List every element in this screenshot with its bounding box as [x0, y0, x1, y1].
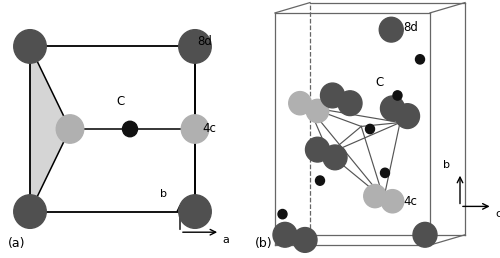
Circle shape: [320, 83, 344, 108]
Text: (a): (a): [8, 237, 25, 250]
Circle shape: [338, 91, 362, 116]
Circle shape: [122, 121, 138, 137]
Circle shape: [181, 115, 209, 143]
Text: 4c: 4c: [202, 123, 216, 135]
Circle shape: [366, 124, 374, 134]
Text: C: C: [375, 76, 384, 89]
Circle shape: [179, 195, 211, 228]
Circle shape: [306, 137, 330, 162]
Text: b: b: [443, 160, 450, 170]
Text: (b): (b): [255, 237, 272, 250]
Text: C: C: [116, 95, 124, 108]
Circle shape: [289, 92, 311, 115]
Text: c: c: [495, 209, 500, 219]
Circle shape: [278, 209, 287, 219]
Polygon shape: [30, 46, 70, 212]
Circle shape: [393, 91, 402, 100]
Circle shape: [293, 228, 317, 252]
Circle shape: [316, 176, 324, 185]
Circle shape: [179, 30, 211, 63]
Circle shape: [14, 30, 46, 63]
Circle shape: [364, 184, 386, 208]
Circle shape: [273, 222, 297, 247]
Circle shape: [14, 195, 46, 228]
Circle shape: [380, 168, 390, 178]
Text: 8d: 8d: [198, 35, 212, 48]
Circle shape: [380, 96, 404, 121]
Text: a: a: [222, 235, 230, 245]
Circle shape: [380, 17, 403, 42]
Circle shape: [396, 104, 419, 128]
Circle shape: [382, 190, 404, 213]
Text: 4c: 4c: [404, 195, 417, 208]
Circle shape: [323, 145, 347, 170]
Circle shape: [413, 222, 437, 247]
Text: 8d: 8d: [404, 21, 418, 34]
Text: b: b: [160, 189, 168, 199]
Circle shape: [306, 99, 329, 123]
Circle shape: [416, 55, 424, 64]
Circle shape: [56, 115, 84, 143]
